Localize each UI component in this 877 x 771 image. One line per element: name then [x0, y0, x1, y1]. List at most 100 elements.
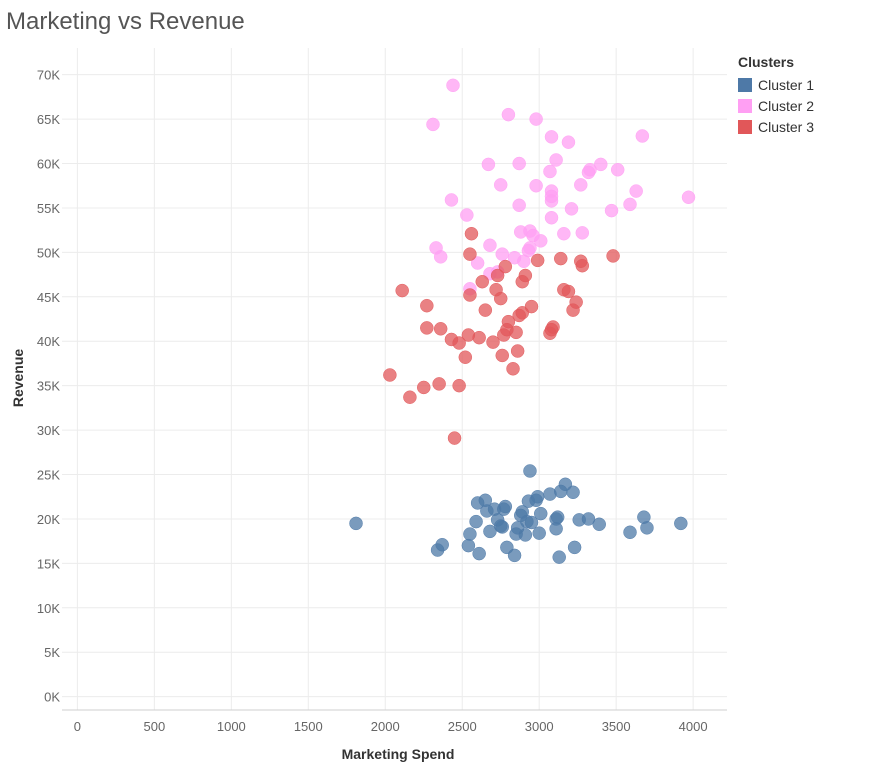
data-point — [490, 268, 505, 283]
legend-swatch — [738, 119, 752, 134]
data-point — [463, 247, 477, 261]
data-point — [498, 259, 513, 274]
data-point — [581, 512, 596, 526]
data-point — [349, 516, 363, 531]
data-point — [509, 325, 523, 340]
data-point — [575, 226, 590, 240]
y-tick-label: 60K — [37, 157, 60, 172]
data-point — [486, 335, 500, 349]
data-point — [523, 464, 537, 478]
data-point — [461, 538, 476, 553]
data-point — [433, 250, 448, 264]
data-point — [629, 184, 643, 198]
grid-lines — [62, 48, 727, 711]
legend-label: Cluster 2 — [758, 97, 815, 114]
x-tick-label: 3000 — [525, 719, 554, 734]
data-point — [518, 528, 533, 542]
legend-label: Cluster 3 — [758, 118, 815, 135]
data-points — [349, 78, 696, 564]
data-point — [524, 299, 539, 314]
data-point — [561, 135, 576, 149]
data-point — [592, 517, 606, 532]
data-point — [530, 253, 545, 268]
data-point — [483, 524, 497, 539]
data-point — [550, 510, 565, 524]
data-point — [435, 537, 449, 552]
data-point — [395, 283, 409, 298]
data-point — [512, 198, 526, 213]
data-point — [549, 521, 563, 536]
legend-item-cluster-1[interactable]: Cluster 1 — [738, 74, 814, 95]
data-point — [594, 157, 608, 172]
y-tick-label: 15K — [37, 556, 60, 571]
data-point — [529, 178, 543, 193]
data-point — [463, 288, 477, 302]
data-point — [523, 241, 537, 255]
data-point — [432, 377, 446, 391]
data-point — [566, 485, 580, 500]
data-point — [564, 202, 579, 216]
data-point — [554, 251, 568, 266]
x-tick-label: 1500 — [294, 719, 323, 734]
data-point — [530, 489, 545, 504]
data-point — [463, 527, 477, 541]
y-tick-label: 50K — [37, 245, 60, 260]
data-point — [518, 268, 533, 283]
data-point — [681, 190, 696, 205]
data-point — [674, 516, 688, 531]
x-tick-label: 2500 — [448, 719, 477, 734]
data-point — [581, 165, 596, 180]
data-point — [635, 129, 650, 143]
data-point — [574, 178, 588, 192]
data-point — [623, 197, 637, 212]
data-point — [575, 258, 590, 273]
data-point — [495, 247, 510, 261]
data-point — [420, 298, 434, 313]
data-point — [501, 107, 516, 122]
data-point — [483, 238, 497, 253]
y-tick-label: 0K — [44, 690, 60, 705]
data-point — [606, 249, 620, 263]
data-point — [470, 256, 485, 270]
legend-item-cluster-2[interactable]: Cluster 2 — [738, 95, 814, 116]
y-tick-label: 40K — [37, 334, 60, 349]
data-point — [433, 322, 448, 336]
y-axis-label: Revenue — [10, 349, 26, 408]
data-point — [501, 314, 516, 329]
x-axis-ticks: 0 500 1000 1500 2000 2500 3000 3500 4000 — [74, 719, 708, 734]
legend-swatch — [738, 98, 752, 113]
data-point — [543, 164, 557, 179]
y-tick-label: 20K — [37, 512, 60, 527]
y-tick-label: 70K — [37, 68, 60, 83]
data-point — [446, 78, 460, 93]
data-point — [517, 254, 531, 269]
data-point — [546, 320, 560, 334]
data-point — [472, 546, 486, 561]
data-point — [623, 525, 637, 540]
y-tick-label: 35K — [37, 379, 60, 394]
x-tick-label: 2000 — [371, 719, 400, 734]
legend-item-cluster-3[interactable]: Cluster 3 — [738, 116, 814, 137]
x-tick-label: 0 — [74, 719, 81, 734]
data-point — [524, 515, 539, 530]
data-point — [529, 112, 543, 126]
data-point — [567, 540, 582, 555]
data-point — [475, 274, 489, 289]
y-tick-label: 5K — [44, 645, 60, 660]
data-point — [552, 550, 566, 564]
y-tick-label: 25K — [37, 468, 60, 483]
x-tick-label: 1000 — [217, 719, 246, 734]
data-point — [640, 521, 654, 535]
data-point — [544, 210, 559, 225]
data-point — [510, 344, 525, 358]
y-tick-label: 30K — [37, 423, 60, 438]
data-point — [481, 157, 496, 172]
data-point — [533, 234, 548, 248]
data-point — [495, 520, 510, 534]
data-point — [452, 378, 466, 393]
data-point — [544, 130, 559, 144]
data-point — [447, 431, 462, 445]
data-point — [561, 284, 576, 299]
data-point — [610, 162, 625, 177]
data-point — [507, 548, 522, 563]
